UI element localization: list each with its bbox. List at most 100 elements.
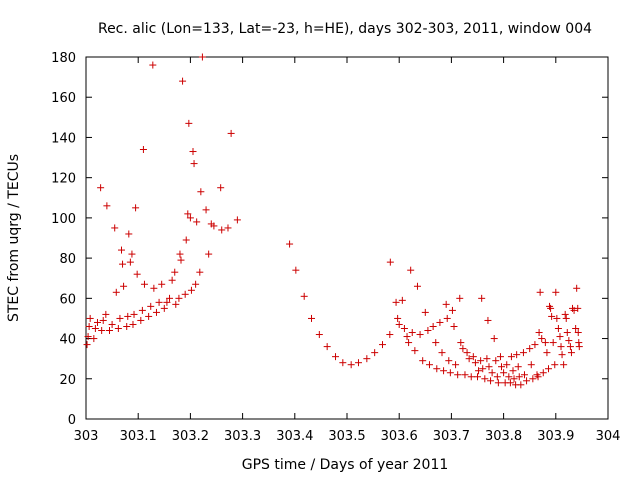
data-point	[197, 188, 205, 196]
data-point	[160, 304, 168, 312]
data-point	[224, 224, 232, 232]
data-point	[475, 367, 483, 375]
data-point	[487, 377, 495, 385]
data-point	[339, 359, 347, 367]
data-point	[108, 320, 116, 328]
data-point	[523, 377, 531, 385]
data-point	[120, 282, 128, 290]
data-point	[432, 339, 440, 347]
data-point	[363, 355, 371, 363]
data-point	[292, 266, 300, 274]
data-point	[386, 258, 394, 266]
data-point	[112, 288, 120, 296]
data-point	[105, 327, 113, 335]
data-point	[484, 316, 492, 324]
data-point	[184, 210, 192, 218]
data-point	[205, 250, 213, 258]
data-point	[405, 339, 413, 347]
data-point	[481, 375, 489, 383]
data-point	[218, 226, 226, 234]
data-point	[457, 339, 465, 347]
data-point	[347, 361, 355, 369]
data-point	[227, 129, 235, 137]
data-point	[440, 367, 448, 375]
data-point	[99, 316, 107, 324]
data-point	[371, 349, 379, 357]
data-point	[479, 365, 487, 373]
data-point	[478, 294, 486, 302]
data-point	[145, 312, 153, 320]
data-point	[526, 345, 534, 353]
data-point	[130, 310, 138, 318]
data-point	[398, 296, 406, 304]
data-point	[446, 369, 454, 377]
data-point	[403, 333, 411, 341]
data-point	[163, 298, 171, 306]
x-axis: 303 303.1 303.2 303.3 303.4 303.5 303.6 303.7 30…	[74, 57, 620, 444]
x-tick-label: 303.5	[328, 429, 365, 444]
data-point	[378, 341, 386, 349]
x-axis-title: GPS time / Days of year 2011	[242, 457, 449, 473]
data-point	[138, 306, 146, 314]
data-point	[488, 369, 496, 377]
data-point	[196, 268, 204, 276]
data-point	[498, 363, 506, 371]
data-point	[416, 331, 424, 339]
data-point	[570, 306, 578, 314]
data-point	[394, 314, 402, 322]
data-point	[315, 331, 323, 339]
data-point	[509, 367, 517, 375]
data-point	[503, 361, 511, 369]
data-point	[119, 260, 127, 268]
data-point	[171, 268, 179, 276]
data-point	[192, 280, 200, 288]
data-point	[549, 339, 557, 347]
data-point	[553, 314, 561, 322]
data-point	[567, 349, 575, 357]
y-tick-label: 140	[51, 131, 76, 146]
data-point	[493, 373, 501, 381]
data-point	[565, 337, 573, 345]
data-point	[520, 371, 528, 379]
data-point	[456, 294, 464, 302]
data-point	[300, 292, 308, 300]
data-point	[514, 363, 522, 371]
data-point	[448, 306, 456, 314]
data-point	[217, 184, 225, 192]
y-axis: 0 20 40 60 80 100 120 140 160 180	[51, 51, 608, 428]
data-point	[519, 349, 527, 357]
data-point	[452, 361, 460, 369]
data-point	[548, 312, 556, 320]
chart-title: Rec. alic (Lon=133, Lat=-23, h=HE), days…	[98, 21, 592, 37]
data-point	[117, 246, 125, 254]
data-point	[97, 184, 105, 192]
data-point	[534, 373, 542, 381]
data-point	[445, 357, 453, 365]
data-point	[137, 316, 145, 324]
data-point	[552, 288, 560, 296]
data-point	[152, 308, 160, 316]
data-point	[543, 349, 551, 357]
data-point	[563, 329, 571, 337]
y-tick-label: 160	[51, 91, 76, 106]
data-point	[400, 325, 408, 332]
y-tick-label: 0	[68, 413, 76, 428]
data-point	[129, 320, 137, 328]
x-tick-label: 303.9	[537, 429, 574, 444]
data-point	[83, 341, 91, 349]
data-point	[490, 335, 498, 343]
data-point	[558, 351, 566, 359]
data-point	[505, 373, 513, 381]
y-tick-label: 40	[59, 333, 76, 348]
data-point	[102, 310, 110, 318]
data-point	[467, 373, 475, 381]
y-tick-label: 60	[59, 292, 76, 307]
data-point	[128, 250, 136, 258]
data-point	[233, 216, 241, 224]
data-point	[574, 329, 582, 337]
data-point	[386, 331, 394, 339]
data-point	[515, 373, 523, 381]
data-point	[562, 314, 570, 322]
data-point	[535, 329, 543, 337]
data-point	[424, 327, 432, 335]
